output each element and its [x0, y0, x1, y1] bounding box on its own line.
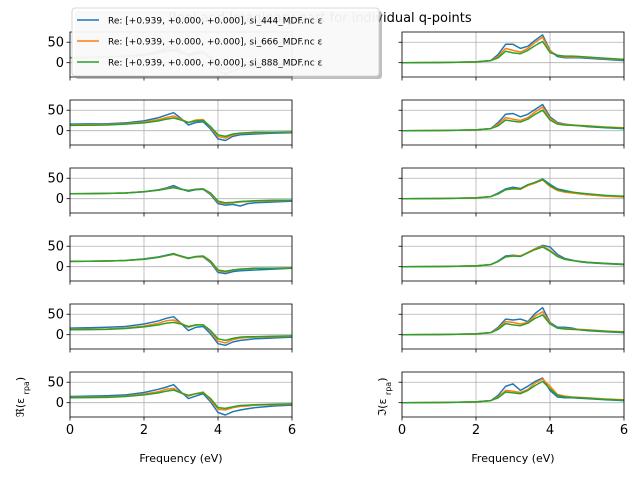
- y-tick-label: 50: [47, 104, 64, 119]
- axes-frame: [69, 167, 293, 214]
- axes-frame: [401, 31, 625, 78]
- subplot-real-row-2: 050: [47, 99, 293, 149]
- subplot-imag-row-2: [398, 99, 625, 149]
- y-label-tail: ): [14, 377, 27, 381]
- subplot-imag-row-6: 0 2 4 6: [398, 371, 628, 438]
- axes-frame: [69, 371, 293, 418]
- y-tick-label: 50: [47, 376, 64, 391]
- y-axis-label-right-text: ℑ(ε: [376, 399, 389, 417]
- y-tick-label: 50: [47, 240, 64, 255]
- series-line-3: [69, 117, 293, 138]
- axes-frame: [401, 167, 625, 214]
- subplot-real-row-4: 050: [47, 235, 293, 285]
- series-line-3: [401, 380, 625, 404]
- x-tick-label: 4: [546, 423, 554, 438]
- x-axis-label-right: Frequency (eV): [471, 452, 554, 465]
- y-label-subscript: rpa: [384, 382, 393, 395]
- legend-label-1: Re: [+0.939, +0.000, +0.000], si_444_MDF…: [108, 17, 323, 27]
- legend: Re: [+0.939, +0.000, +0.000], si_444_MDF…: [71, 7, 382, 79]
- legend-label-3: Re: [+0.939, +0.000, +0.000], si_888_MDF…: [108, 59, 323, 69]
- y-tick-label: 0: [56, 124, 64, 139]
- x-tick-label: 2: [140, 423, 148, 438]
- axes-frame: [401, 303, 625, 350]
- subplot-real-row-3: 050: [47, 167, 293, 217]
- x-tick-label: 2: [472, 423, 480, 438]
- series-line-3: [69, 186, 292, 204]
- y-tick-label: 50: [47, 36, 64, 51]
- series-line-3: [401, 178, 625, 200]
- legend-box: [71, 7, 380, 77]
- y-tick-label: 0: [56, 328, 64, 343]
- y-axis-label-left: ℜ(ε rpa): [14, 377, 31, 417]
- x-axis-label-left: Frequency (eV): [139, 452, 222, 465]
- x-tick-label: 0: [66, 423, 74, 438]
- series-line-3: [401, 246, 625, 268]
- series-line-1: [401, 34, 625, 64]
- y-axis-label-left-text: ℜ(ε: [14, 398, 27, 417]
- subplot-imag-row-1: [398, 31, 625, 81]
- x-tick-label: 6: [620, 423, 628, 438]
- y-label-subscript: rpa: [22, 381, 31, 394]
- series-line-1: [69, 315, 293, 347]
- legend-label-2: Re: [+0.939, +0.000, +0.000], si_666_MDF…: [108, 38, 323, 48]
- x-tick-label: 0: [398, 423, 406, 438]
- subplot-real-row-5: 050: [47, 303, 293, 353]
- axes-frame: [69, 235, 293, 282]
- y-tick-label: 0: [56, 260, 64, 275]
- series-line-2: [401, 179, 625, 200]
- axes-frame: [401, 235, 625, 282]
- series-line-1: [69, 111, 293, 142]
- axes-frame: [401, 99, 625, 146]
- y-tick-label: 0: [56, 396, 64, 411]
- x-tick-label: 6: [288, 423, 296, 438]
- y-axis-label-right: ℑ(ε rpa): [376, 378, 393, 417]
- subplot-real-row-6: 0 50 0 2 4 6: [47, 371, 296, 438]
- series-line-3: [69, 389, 293, 410]
- series-line-3: [69, 253, 293, 272]
- series-line-3: [401, 109, 625, 132]
- subplot-imag-row-4: [398, 235, 625, 285]
- y-tick-label: 50: [47, 308, 64, 323]
- series-line-1: [69, 383, 293, 416]
- series-line-3: [401, 40, 625, 64]
- axes-frame: [69, 99, 293, 146]
- subplot-imag-row-3: [398, 167, 625, 217]
- y-tick-label: 50: [47, 172, 64, 187]
- axes-frame: [69, 303, 293, 350]
- series-line-3: [69, 321, 293, 342]
- axes-frame: [401, 371, 625, 418]
- series-line-3: [401, 314, 625, 336]
- x-tick-label: 4: [214, 423, 222, 438]
- y-label-tail: ): [376, 378, 389, 382]
- y-tick-label: 0: [56, 192, 64, 207]
- subplot-imag-row-5: [398, 303, 625, 353]
- y-tick-label: 0: [56, 56, 64, 71]
